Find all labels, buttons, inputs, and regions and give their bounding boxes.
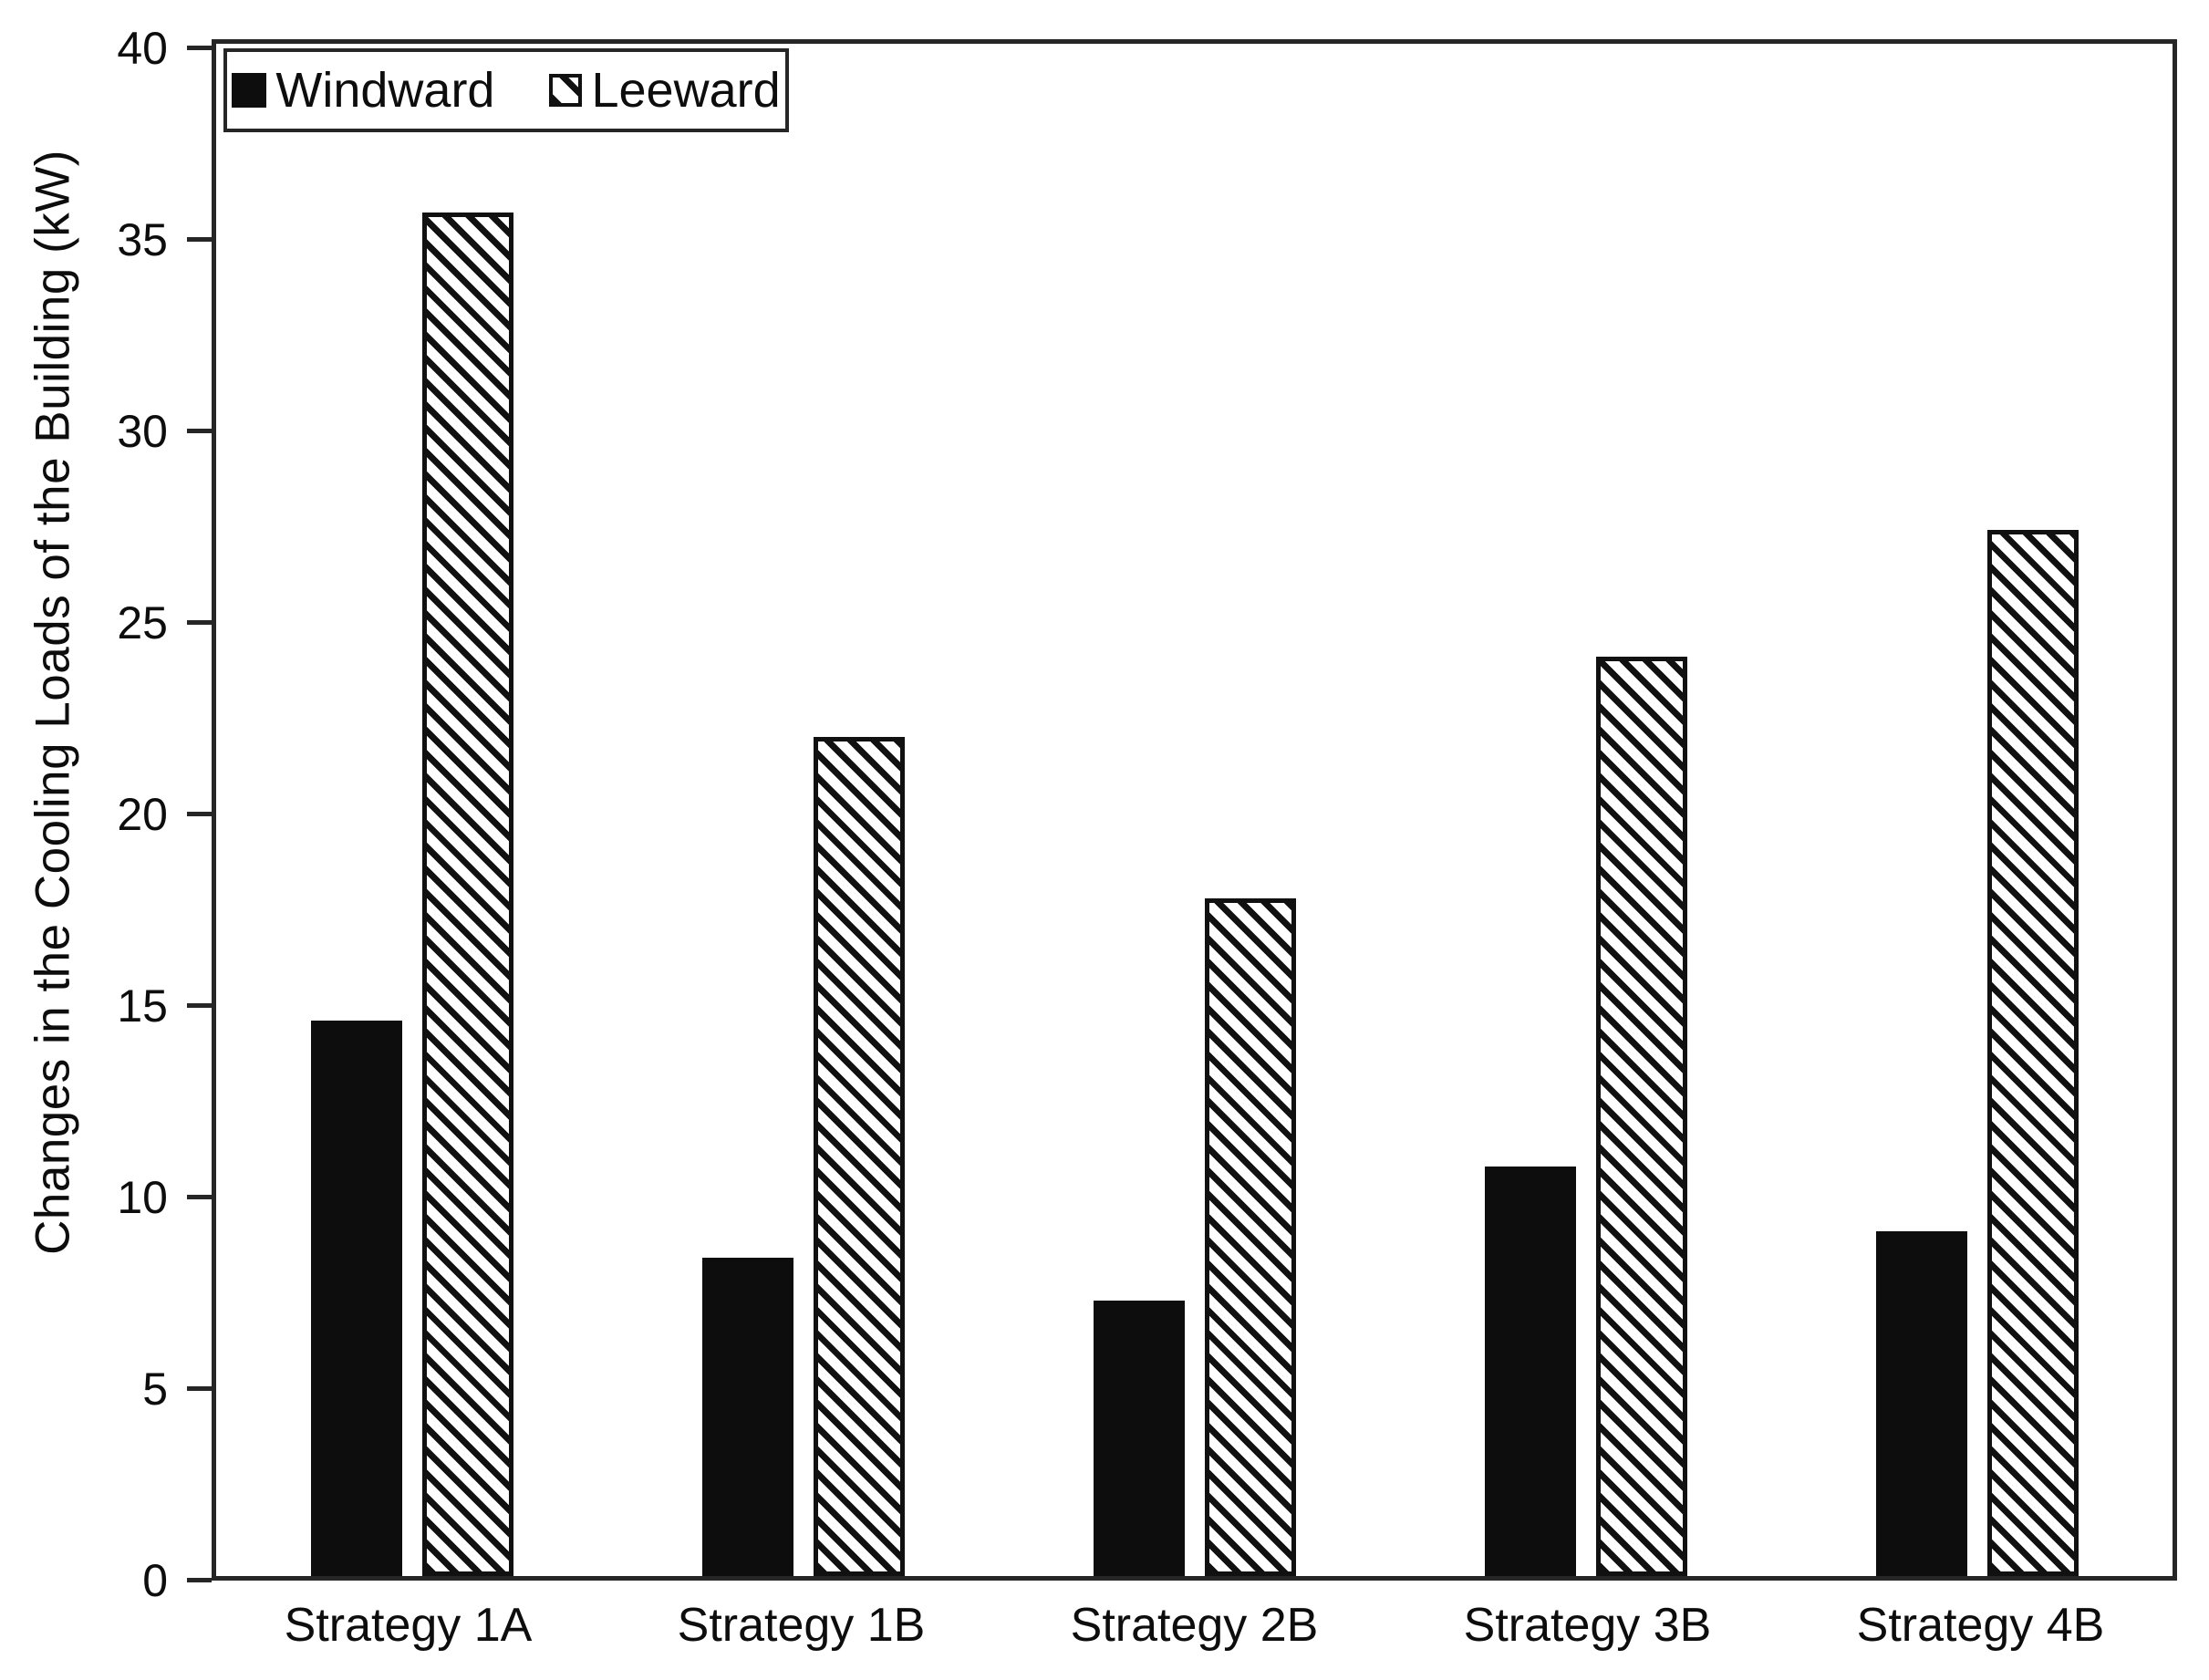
bar-windward-strategy-1b bbox=[701, 1258, 793, 1576]
bars-container bbox=[216, 44, 2173, 1576]
y-tick-mark-20 bbox=[187, 812, 212, 816]
x-axis-labels: Strategy 1A Strategy 1B Strategy 2B Strateg… bbox=[212, 1602, 2177, 1649]
y-axis: 0 5 10 15 20 25 30 35 40 bbox=[0, 26, 212, 1603]
bar-group-strategy-1b bbox=[607, 44, 999, 1576]
y-tick-label-40: 40 bbox=[117, 23, 168, 74]
y-tick-label-25: 25 bbox=[117, 597, 168, 648]
bar-group-strategy-4b bbox=[1781, 44, 2173, 1576]
y-tick-label-35: 35 bbox=[117, 214, 168, 265]
bar-group-strategy-3b bbox=[1390, 44, 1781, 1576]
bar-windward-strategy-3b bbox=[1484, 1166, 1576, 1576]
plot-area: Windward Leeward bbox=[212, 39, 2177, 1581]
legend-item-leeward: Leeward bbox=[549, 62, 781, 119]
bar-windward-strategy-4b bbox=[1875, 1231, 1967, 1576]
x-label-strategy-3b: Strategy 3B bbox=[1463, 1599, 1712, 1652]
y-tick-mark-30 bbox=[187, 429, 212, 433]
y-tick-mark-15 bbox=[187, 1003, 212, 1008]
bar-group-strategy-1a bbox=[216, 44, 607, 1576]
y-tick-mark-25 bbox=[187, 620, 212, 625]
y-tick-mark-35 bbox=[187, 237, 212, 242]
bar-windward-strategy-2b bbox=[1093, 1300, 1185, 1576]
bar-leeward-strategy-4b bbox=[1986, 530, 2079, 1576]
bar-leeward-strategy-1b bbox=[813, 737, 905, 1576]
y-tick-label-0: 0 bbox=[142, 1555, 168, 1606]
legend: Windward Leeward bbox=[223, 48, 789, 132]
y-tick-mark-5 bbox=[187, 1386, 212, 1391]
windward-swatch-icon bbox=[232, 73, 267, 108]
leeward-swatch-icon bbox=[549, 74, 583, 107]
y-tick-label-5: 5 bbox=[142, 1364, 168, 1415]
y-tick-mark-10 bbox=[187, 1195, 212, 1199]
y-tick-mark-40 bbox=[187, 46, 212, 50]
x-label-strategy-2b: Strategy 2B bbox=[1070, 1599, 1319, 1652]
legend-item-windward: Windward bbox=[232, 62, 494, 119]
y-tick-mark-0 bbox=[187, 1578, 212, 1582]
x-label-strategy-1b: Strategy 1B bbox=[677, 1599, 926, 1652]
y-tick-label-20: 20 bbox=[117, 789, 168, 840]
bar-group-strategy-2b bbox=[999, 44, 1390, 1576]
y-tick-label-15: 15 bbox=[117, 980, 168, 1032]
bar-windward-strategy-1a bbox=[310, 1021, 402, 1576]
legend-label-windward: Windward bbox=[275, 63, 495, 118]
y-tick-label-10: 10 bbox=[117, 1172, 168, 1223]
bar-leeward-strategy-1a bbox=[421, 212, 513, 1576]
x-label-strategy-4b: Strategy 4B bbox=[1856, 1599, 2105, 1652]
bar-leeward-strategy-3b bbox=[1595, 657, 1687, 1576]
y-tick-label-30: 30 bbox=[117, 406, 168, 457]
legend-label-leeward: Leeward bbox=[591, 63, 781, 118]
bar-leeward-strategy-2b bbox=[1204, 897, 1296, 1576]
x-label-strategy-1a: Strategy 1A bbox=[284, 1599, 533, 1652]
